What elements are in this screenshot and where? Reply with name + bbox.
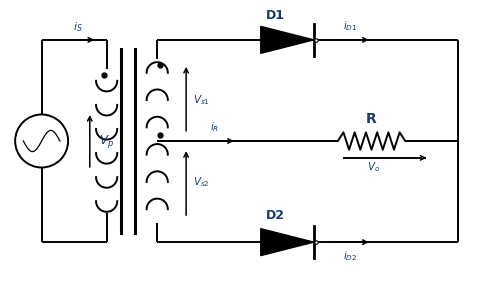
- Text: $i_S$: $i_S$: [73, 20, 83, 34]
- Polygon shape: [261, 27, 314, 53]
- Text: $i_R$: $i_R$: [210, 120, 219, 134]
- Text: D2: D2: [266, 209, 284, 222]
- Polygon shape: [261, 229, 314, 255]
- Text: $i_{D2}$: $i_{D2}$: [343, 249, 357, 263]
- Text: $i_{D1}$: $i_{D1}$: [342, 19, 357, 33]
- Text: $V_o$: $V_o$: [367, 160, 380, 174]
- Text: $V_{s1}$: $V_{s1}$: [193, 93, 210, 107]
- Text: D1: D1: [266, 8, 284, 21]
- Text: $V_p$: $V_p$: [99, 133, 114, 149]
- Text: R: R: [366, 112, 377, 125]
- Text: $V_{s2}$: $V_{s2}$: [193, 175, 210, 189]
